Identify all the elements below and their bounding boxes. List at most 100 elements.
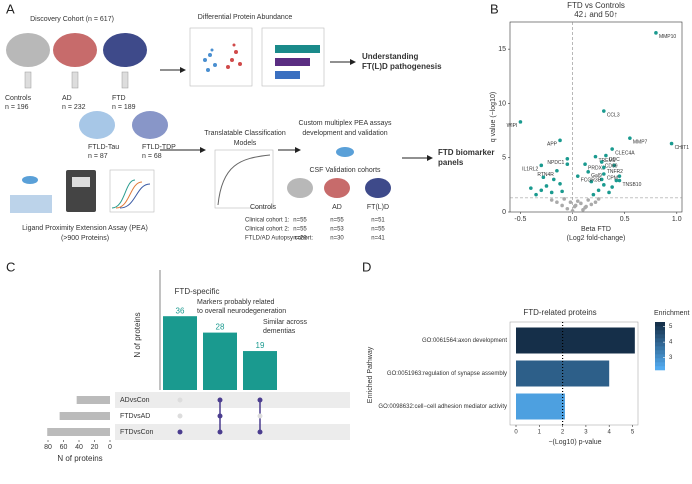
curve: [111, 179, 136, 209]
point-label: PRDX1: [588, 166, 605, 172]
set-label: ADvsCon: [120, 397, 150, 404]
point: [565, 162, 570, 167]
point: [612, 163, 617, 168]
text: FTD biomarker: [438, 148, 494, 157]
set-size-bar: [76, 396, 110, 404]
text: Controls: [5, 95, 32, 102]
text: AD: [332, 204, 342, 211]
matrix-dot: [177, 397, 183, 403]
panel-a: Discovery Cohort (n = 617) Controls n = …: [5, 14, 494, 242]
table-cell: n=55: [330, 218, 344, 224]
x-tick-label: 0: [514, 430, 518, 436]
point: [565, 157, 570, 161]
colorbar-step: [655, 338, 665, 343]
point-label: TREM1: [598, 158, 615, 164]
text: Controls: [250, 204, 277, 211]
eye-icon: [22, 176, 38, 184]
y-tick-label: GO:0098632:cell−cell adhesion mediator a…: [378, 404, 507, 410]
y-axis-label: Enriched Pathway: [367, 346, 374, 403]
point-label: FCGR3B: [581, 177, 602, 183]
point-label: CCL3: [607, 112, 620, 118]
point: [555, 168, 559, 173]
brain-icon: [132, 111, 168, 139]
mini-bar: [275, 71, 300, 79]
point: [610, 147, 614, 151]
bar: [203, 332, 237, 390]
matrix-dot: [257, 397, 263, 403]
text: (>900 Proteins): [61, 235, 109, 242]
table-cell: FTLD/AD Autopsy cohort:: [245, 236, 313, 242]
tube-icon: [121, 71, 129, 89]
text: panels: [438, 158, 464, 167]
point: [558, 181, 562, 186]
point: [560, 203, 564, 208]
point-label: RTN4R: [537, 172, 554, 178]
x-tick-label: -0.5: [514, 216, 526, 223]
text: Custom multiplex PEA assays: [299, 120, 392, 127]
instrument-icon: [66, 170, 96, 212]
x-tick-label: 0: [108, 444, 112, 451]
table-cell: n=51: [371, 218, 385, 224]
point: [602, 183, 606, 187]
point: [602, 172, 606, 176]
y-tick-label: 5: [502, 155, 506, 162]
x-tick-label: 40: [75, 444, 83, 451]
point: [568, 200, 573, 205]
table-cell: n=53: [330, 227, 344, 233]
text: FTLD-TDP: [142, 144, 176, 151]
point-label: TNSB10: [622, 182, 641, 188]
text: Models: [234, 140, 257, 147]
plate-icon: [10, 195, 52, 213]
text: n = 232: [62, 104, 86, 111]
point-label: CLEC4A: [615, 150, 635, 156]
legend-title: Enrichment: [654, 310, 689, 317]
text: Translatable Classification: [204, 130, 286, 137]
point: [669, 141, 674, 146]
x-tick-label: 80: [44, 444, 52, 451]
point: [654, 31, 658, 35]
brain-icon: [79, 111, 115, 139]
point: [586, 170, 590, 174]
annotation: Similar across dementias: [263, 319, 307, 335]
mini-points: [203, 48, 217, 72]
text: Discovery Cohort (n = 617): [30, 16, 114, 23]
point: [589, 179, 594, 184]
x-tick-label: 0.0: [568, 216, 578, 223]
point: [581, 208, 585, 212]
brain-icon: [365, 178, 391, 198]
point: [570, 209, 575, 213]
set-label: FTDvsAD: [120, 413, 150, 420]
point: [610, 185, 614, 189]
set-size-bar: [59, 412, 110, 420]
brain-icon: [53, 33, 97, 67]
point: [628, 136, 632, 140]
colorbar-step: [655, 366, 665, 371]
table-cell: n=55: [371, 227, 385, 233]
curve: [115, 181, 143, 209]
point-label: APP: [547, 142, 558, 148]
x-tick-label: 3: [584, 430, 588, 436]
chart-title: FTD-specific: [175, 287, 220, 296]
panel-label: D: [362, 259, 371, 274]
colorbar-step: [655, 322, 665, 327]
point-label: WIPI: [507, 123, 518, 129]
point: [549, 198, 554, 202]
point: [591, 192, 596, 197]
matrix-dot: [217, 397, 223, 403]
text: Differential Protein Abundance: [198, 14, 293, 21]
point-label: TNFR2: [607, 169, 623, 175]
point: [604, 153, 608, 158]
point-label: DDC: [609, 157, 620, 163]
text: FT(L)D: [367, 204, 389, 211]
x-axis-label: −(Log10) p-value: [548, 439, 601, 446]
colorbar-step: [655, 334, 665, 339]
point: [589, 202, 594, 207]
colorbar-step: [655, 330, 665, 335]
legend-tick-label: 4: [669, 340, 673, 346]
panel-label: A: [6, 1, 15, 16]
x-tick-label: 0.5: [620, 216, 630, 223]
text: FTD: [112, 95, 126, 102]
x-tick-label: 4: [608, 430, 612, 436]
